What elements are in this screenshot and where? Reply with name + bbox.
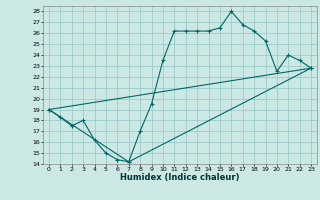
X-axis label: Humidex (Indice chaleur): Humidex (Indice chaleur) [120,173,240,182]
